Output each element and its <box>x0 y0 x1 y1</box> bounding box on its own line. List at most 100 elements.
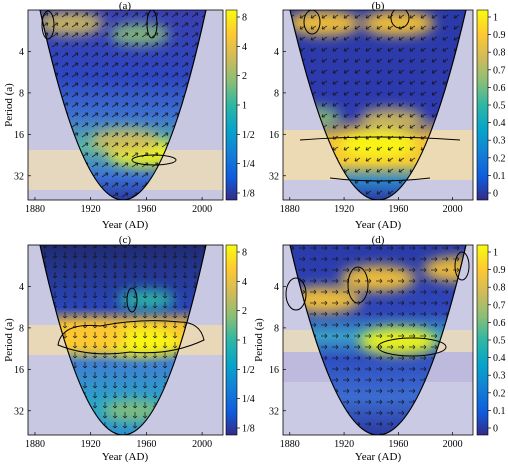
x-axis-label-c: Year (AD) <box>102 451 149 463</box>
coi-line-a <box>39 10 207 200</box>
x-axis-label-d: Year (AD) <box>355 451 402 463</box>
panel-c: (c) Period (a) Year (AD) 1880 1920 1960 200… <box>3 234 255 463</box>
significance-contour <box>285 277 307 311</box>
y-tick-label: 4 <box>274 282 279 293</box>
x-tick-label: 2000 <box>443 204 463 215</box>
colorbar-tick-label: 0.3 <box>493 371 506 382</box>
x-tick-label: 1880 <box>280 439 300 450</box>
colorbar-d <box>476 244 489 436</box>
colorbar-a <box>225 9 238 201</box>
y-tick-label: 16 <box>269 130 279 141</box>
colorbar-tick-label: 1/2 <box>242 130 255 141</box>
x-tick-label: 1920 <box>81 204 101 215</box>
panel-b: (b) Year (AD) 1880 1920 1960 2000 4 8 16 32 1 0… <box>269 0 506 231</box>
colorbar-b <box>476 9 489 201</box>
colorbar-tick-label: 1 <box>242 336 247 347</box>
x-tick-label: 2000 <box>192 204 212 215</box>
colorbar-ticks-c: 8 4 2 1 1/2 1/4 1/8 <box>237 248 255 435</box>
y-tick-label: 4 <box>274 47 279 58</box>
colorbar-ticks-b: 1 0.9 0.8 0.7 0.6 0.5 0.4 0.3 0.2 0.1 0 <box>488 13 506 200</box>
panel-label-b: (b) <box>372 0 385 12</box>
significance-contour <box>299 136 461 141</box>
colorbar-tick-label: 0.7 <box>493 300 506 311</box>
y-axis-label-c: Period (a) <box>3 318 15 362</box>
y-axis-label-a: Period (a) <box>3 83 15 127</box>
colorbar-tick-label: 0.3 <box>493 136 506 147</box>
colorbar-tick-label: 0.2 <box>493 388 506 399</box>
significance-contour <box>131 154 177 166</box>
significance-contour <box>303 10 321 35</box>
significance-contour <box>377 337 447 357</box>
y-ticks-a: 4 8 16 32 <box>14 47 31 182</box>
y-tick-label: 16 <box>269 365 279 376</box>
x-tick-label: 1960 <box>136 204 156 215</box>
colorbar-tick-label: 0.9 <box>493 265 506 276</box>
x-ticks-d: 1880 1920 1960 2000 <box>280 432 463 450</box>
colorbar-tick-label: 1/2 <box>242 365 255 376</box>
colorbar-ticks-d: 1 0.9 0.8 0.7 0.6 0.5 0.4 0.3 0.2 0.1 0 <box>488 248 506 435</box>
coi-line-c <box>39 245 207 435</box>
x-tick-label: 1880 <box>25 204 45 215</box>
colorbar-tick-label: 1/4 <box>242 159 255 170</box>
colorbar-tick-label: 1/4 <box>242 394 255 405</box>
y-tick-label: 32 <box>14 406 24 417</box>
colorbar-tick-label: 0 <box>493 424 498 435</box>
x-ticks-c: 1880 1920 1960 2000 <box>25 432 212 450</box>
x-tick-label: 2000 <box>443 439 463 450</box>
colorbar-tick-label: 0.1 <box>493 406 506 417</box>
y-tick-label: 8 <box>274 323 279 334</box>
significance-contour <box>146 10 158 39</box>
colorbar-tick-label: 1 <box>493 248 498 259</box>
x-tick-label: 1960 <box>388 204 408 215</box>
significance-contour <box>329 177 431 182</box>
colorbar-tick-label: 0.5 <box>493 101 506 112</box>
colorbar-tick-label: 0.8 <box>493 48 506 59</box>
y-axis-label-d: Period (a) <box>253 318 265 362</box>
y-tick-label: 32 <box>269 406 279 417</box>
y-tick-label: 8 <box>274 88 279 99</box>
y-ticks-d: 4 8 16 32 <box>269 282 286 417</box>
colorbar-tick-label: 1 <box>242 101 247 112</box>
x-tick-label: 1880 <box>25 439 45 450</box>
significance-contour <box>454 251 470 281</box>
panel-label-a: (a) <box>119 0 132 12</box>
x-tick-label: 1960 <box>136 439 156 450</box>
y-tick-label: 16 <box>14 365 24 376</box>
colorbar-tick-label: 0.8 <box>493 283 506 294</box>
colorbar-tick-label: 8 <box>242 248 247 259</box>
x-tick-label: 1920 <box>334 204 354 215</box>
axes-frame-b <box>282 9 474 201</box>
colorbar-tick-label: 0.9 <box>493 30 506 41</box>
colorbar-tick-label: 4 <box>242 42 247 53</box>
x-ticks-a: 1880 1920 1960 2000 <box>25 197 212 215</box>
x-tick-label: 1920 <box>81 439 101 450</box>
y-tick-label: 32 <box>14 171 24 182</box>
colorbar-tick-label: 8 <box>242 13 247 24</box>
colorbar-ticks-a: 8 4 2 1 1/2 1/4 1/8 <box>237 13 255 200</box>
colorbar-tick-label: 0.7 <box>493 65 506 76</box>
colorbar-tick-label: 0.2 <box>493 153 506 164</box>
colorbar-tick-label: 0.4 <box>493 353 506 364</box>
y-ticks-c: 4 8 16 32 <box>14 282 31 417</box>
y-ticks-b: 4 8 16 32 <box>269 47 286 182</box>
y-tick-label: 4 <box>19 282 24 293</box>
colorbar-tick-label: 0.4 <box>493 118 506 129</box>
x-tick-label: 1960 <box>388 439 408 450</box>
x-axis-label-a: Year (AD) <box>102 219 149 231</box>
colorbar-tick-label: 1/8 <box>242 424 255 435</box>
panel-d: (d) Period (a) Year (AD) 1880 1920 1960 200… <box>253 234 506 463</box>
colorbar-tick-label: 0.1 <box>493 171 506 182</box>
x-tick-label: 1880 <box>280 204 300 215</box>
colorbar-tick-label: 2 <box>242 306 247 317</box>
y-tick-label: 32 <box>269 171 279 182</box>
colorbar-tick-label: 1 <box>493 13 498 24</box>
panel-label-c: (c) <box>119 234 132 246</box>
significance-contour <box>126 287 138 313</box>
significance-contour <box>41 10 55 40</box>
y-tick-label: 8 <box>19 88 24 99</box>
colorbar-tick-label: 0.5 <box>493 336 506 347</box>
significance-contour <box>347 266 369 304</box>
y-tick-label: 8 <box>19 323 24 334</box>
